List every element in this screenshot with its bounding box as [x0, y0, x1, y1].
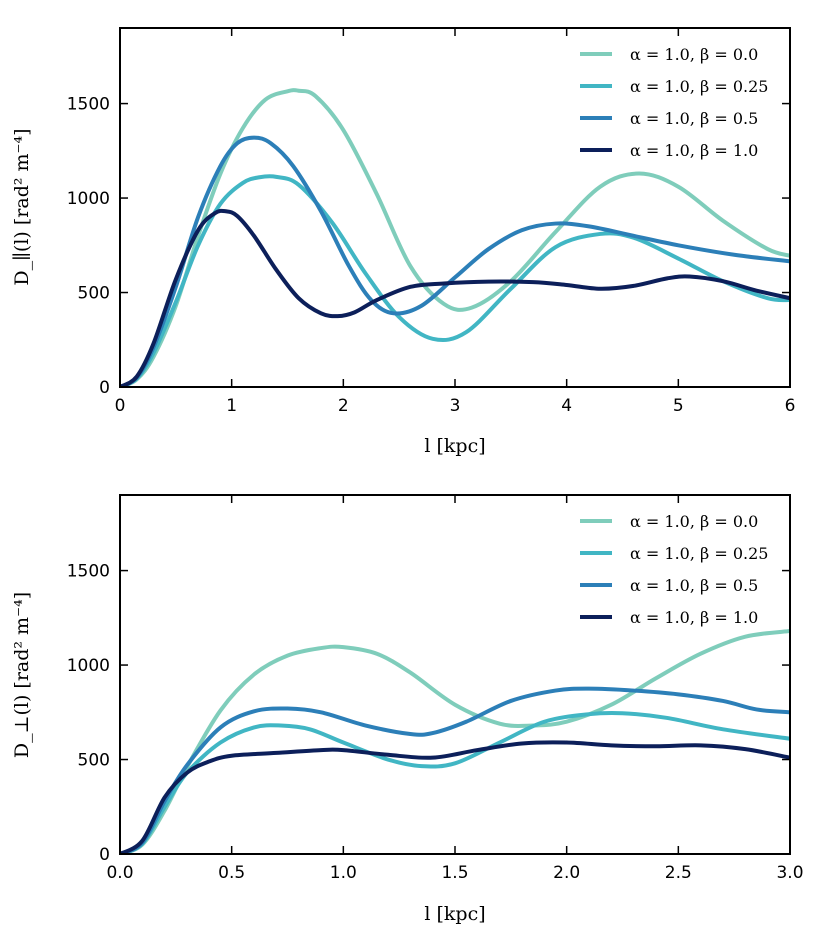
top-legend: α = 1.0, β = 0.0 α = 1.0, β = 0.25 α = 1.0…	[580, 45, 768, 160]
top-legend-label-1: α = 1.0, β = 0.25	[630, 77, 768, 96]
bottom-y-tick-label: 1500	[67, 562, 110, 582]
bottom-series-group	[120, 629, 790, 854]
bottom-series-line-3	[120, 740, 790, 854]
top-x-tick-label: 4	[561, 396, 572, 416]
top-series-line-1	[120, 174, 790, 387]
top-legend-label-0: α = 1.0, β = 0.0	[630, 45, 758, 64]
top-x-tick-label: 2	[338, 396, 349, 416]
bottom-series-line-1	[120, 710, 790, 854]
top-series-line-0	[120, 88, 790, 387]
top-x-tick-label: 6	[785, 396, 796, 416]
bottom-legend: α = 1.0, β = 0.0 α = 1.0, β = 0.25 α = 1.0…	[580, 512, 768, 627]
bottom-x-tick-label: 2.0	[553, 863, 580, 883]
top-x-tick-label: 5	[673, 396, 684, 416]
bottom-legend-label-2: α = 1.0, β = 0.5	[630, 576, 758, 595]
top-y-tick-label: 0	[99, 378, 110, 398]
top-x-tick-label: 3	[450, 396, 461, 416]
bottom-y-tick-label: 0	[99, 845, 110, 865]
bottom-x-tick-label: 1.0	[330, 863, 357, 883]
bottom-legend-label-0: α = 1.0, β = 0.0	[630, 512, 758, 531]
top-y-tick-label: 1000	[67, 189, 110, 209]
top-panel: 0 1 2 3 4 5 6 0 500 1000 1500 l [kpc] D_∥(l) [rad²…	[11, 27, 796, 457]
bottom-ticks: 0.0 0.5 1.0 1.5 2.0 2.5 3.0 0 500 1000 1500	[67, 495, 804, 883]
bottom-x-axis-label: l [kpc]	[424, 903, 485, 925]
bottom-x-tick-label: 1.5	[441, 863, 468, 883]
top-x-axis-label: l [kpc]	[424, 435, 485, 457]
bottom-y-axis-label: D_⊥(l) [rad² m⁻⁴]	[11, 592, 33, 758]
bottom-x-tick-label: 0.0	[106, 863, 133, 883]
top-series-line-2	[120, 135, 790, 387]
bottom-panel: 0.0 0.5 1.0 1.5 2.0 2.5 3.0 0 500 1000 1500 l [kpc…	[11, 494, 804, 925]
top-series-line-3	[120, 208, 790, 387]
top-x-tick-label: 0	[115, 396, 126, 416]
top-ticks: 0 1 2 3 4 5 6 0 500 1000 1500	[67, 28, 796, 416]
top-legend-label-3: α = 1.0, β = 1.0	[630, 141, 758, 160]
top-y-tick-label: 1500	[67, 95, 110, 115]
top-legend-label-2: α = 1.0, β = 0.5	[630, 109, 758, 128]
bottom-legend-label-1: α = 1.0, β = 0.25	[630, 544, 768, 563]
top-y-tick-label: 500	[78, 284, 110, 304]
bottom-y-tick-label: 1000	[67, 656, 110, 676]
top-series-group	[120, 88, 790, 387]
top-x-tick-label: 1	[226, 396, 237, 416]
bottom-series-line-2	[120, 686, 790, 854]
top-y-axis-label: D_∥(l) [rad² m⁻⁴]	[11, 128, 33, 285]
bottom-x-tick-label: 2.5	[665, 863, 692, 883]
bottom-x-tick-label: 0.5	[218, 863, 245, 883]
bottom-legend-label-3: α = 1.0, β = 1.0	[630, 608, 758, 627]
bottom-y-tick-label: 500	[78, 751, 110, 771]
bottom-x-tick-label: 3.0	[776, 863, 803, 883]
